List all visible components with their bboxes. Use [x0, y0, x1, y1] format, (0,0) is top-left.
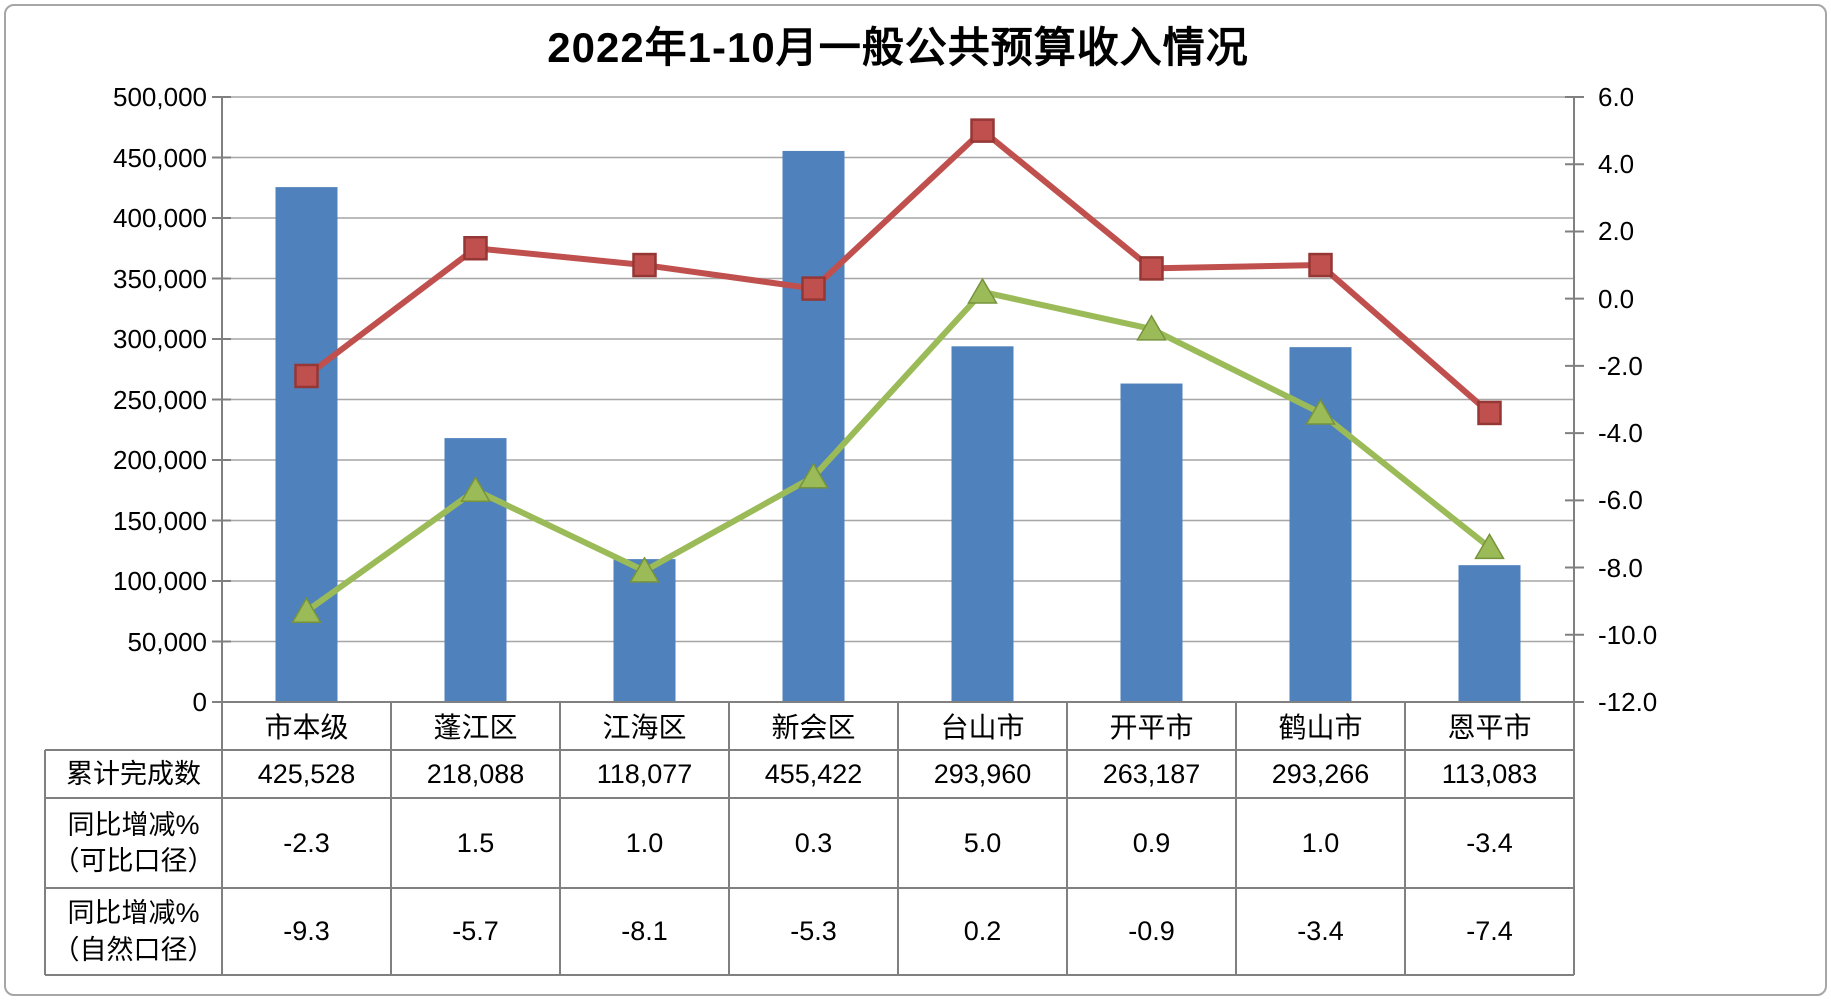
table-cell: 0.2: [963, 916, 1002, 946]
table-cell: 113,083: [1441, 758, 1538, 789]
left-axis-tick-label: 250,000: [113, 384, 207, 415]
table-cell: 0.3: [794, 827, 833, 858]
table-row-header: 同比增减% （可比口径）: [45, 798, 222, 888]
table-cell: 1.0: [625, 827, 664, 858]
table-cell: -7.4: [1466, 916, 1513, 946]
category-label: 开平市: [1109, 712, 1194, 743]
right-axis-tick-label: -8.0: [1598, 552, 1643, 583]
left-axis-tick-label: 0: [192, 687, 207, 717]
right-axis-tick-label: -10.0: [1598, 619, 1658, 650]
left-axis-tick-label: 350,000: [113, 263, 207, 294]
table-cell: 1.5: [456, 827, 495, 858]
chart-title: 2022年1-10月一般公共预算收入情况: [547, 24, 1249, 71]
category-label: 蓬江区: [433, 712, 518, 743]
table-row-header-line: 同比增减%: [67, 898, 200, 929]
table-row-header: 累计完成数: [45, 750, 222, 798]
category-label: 恩平市: [1447, 712, 1532, 743]
table-cell: -0.9: [1128, 916, 1175, 946]
left-axis-tick-label: 100,000: [113, 566, 207, 596]
table-cell: -5.7: [452, 916, 499, 946]
table-cell: 1.0: [1301, 827, 1340, 858]
table-cell: -9.3: [283, 916, 330, 946]
left-axis-tick-label: 450,000: [113, 142, 207, 173]
table-row-header-line: 累计完成数: [66, 758, 201, 789]
table-cell: -5.3: [790, 916, 837, 946]
table-cell: -8.1: [621, 916, 668, 946]
table-cell: 218,088: [426, 758, 525, 789]
category-label: 江海区: [602, 712, 687, 743]
left-axis-tick-label: 300,000: [113, 324, 207, 354]
table-cell: 293,960: [933, 758, 1032, 789]
table-cell: 263,187: [1102, 758, 1201, 789]
category-label: 鹤山市: [1278, 712, 1363, 743]
table-row-header-line: （自然口径）: [52, 934, 215, 965]
category-label: 市本级: [264, 712, 349, 743]
left-axis-tick-label: 400,000: [113, 203, 207, 233]
right-axis-tick-label: -4.0: [1598, 418, 1643, 449]
table-cell: -3.4: [1297, 916, 1344, 946]
left-axis-tick-label: 50,000: [127, 626, 207, 657]
left-axis-tick-label: 200,000: [113, 445, 207, 475]
table-cell: 425,528: [257, 758, 356, 789]
right-axis-tick-label: -2.0: [1598, 350, 1643, 381]
right-axis-tick-label: -6.0: [1598, 485, 1643, 516]
table-cell: -3.4: [1466, 827, 1513, 858]
left-axis-tick-label: 500,000: [113, 82, 207, 112]
table-row-header-line: 同比增减%: [67, 809, 200, 840]
category-label: 新会区: [771, 712, 856, 743]
right-axis-tick-label: -12.0: [1598, 687, 1658, 717]
right-axis-tick-label: 6.0: [1598, 82, 1635, 112]
left-axis-tick-label: 150,000: [113, 505, 207, 536]
right-axis-tick-label: 0.0: [1598, 283, 1635, 314]
right-axis-tick-label: 2.0: [1598, 216, 1635, 247]
table-cell: 293,266: [1271, 758, 1370, 789]
table-row-header: 同比增减% （自然口径）: [45, 888, 222, 975]
table-cell: 118,077: [596, 758, 693, 789]
table-cell: 455,422: [764, 758, 863, 789]
table-row-header-line: （可比口径）: [52, 846, 215, 876]
table-cell: 0.9: [1132, 827, 1171, 858]
right-axis-tick-label: 4.0: [1598, 149, 1635, 180]
table-cell: 5.0: [963, 827, 1002, 858]
category-label: 台山市: [940, 712, 1025, 743]
table-cell: -2.3: [283, 827, 330, 858]
